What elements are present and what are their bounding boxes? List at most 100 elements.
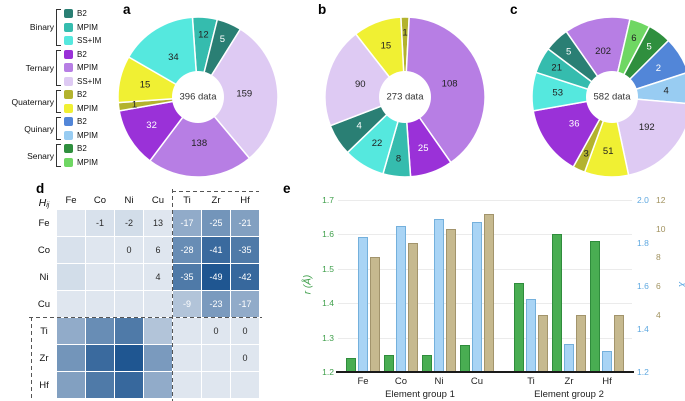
heatmap-col-header-zr: Zr — [211, 195, 221, 206]
bar-χ-cu — [472, 221, 482, 372]
legend-group-binary: Binary B2 MPIM SS+IM — [2, 7, 101, 48]
bar-χ-zr — [564, 344, 574, 372]
legend-item: B2 — [64, 115, 98, 129]
bar-VEC-cu — [484, 214, 494, 372]
pie-b-center-label: 273 data — [387, 92, 425, 103]
heatmap-cell-ti-fe — [57, 318, 85, 344]
heatmap-cell-zr-fe — [57, 345, 85, 371]
legend-item-label: MPIM — [77, 63, 98, 73]
heatmap-row-header-co: Co — [37, 244, 51, 256]
heatmap-cell-ti-ti — [173, 318, 201, 344]
legend-group-ternary: Ternary B2 MPIM SS+IM — [2, 48, 101, 89]
panel-label-a: a — [123, 2, 131, 17]
heatmap-cell-ni-ni — [115, 264, 143, 290]
heatmap-cell-hf-ti — [173, 372, 201, 398]
heatmap-cell-zr-ni — [115, 345, 143, 371]
heatmap-cell-cu-zr: -23 — [202, 291, 230, 317]
heatmap-dashed-bottom-left — [31, 317, 32, 398]
heatmap-col-header-ti: Ti — [183, 195, 191, 206]
legend-items: B2 MPIM — [64, 88, 98, 115]
legend-swatch-binary_b2 — [64, 9, 73, 19]
pie-a-segment-label: 34 — [168, 52, 179, 63]
legend-bracket — [56, 90, 61, 113]
bar-VEC-hf — [614, 314, 624, 372]
heatmap-row-header-zr: Zr — [39, 352, 49, 364]
pie-a-segment-label: 5 — [220, 34, 225, 45]
heatmap-cell-ti-ni — [115, 318, 143, 344]
legend-item-label: MPIM — [77, 130, 98, 140]
legend-item-label: B2 — [77, 117, 87, 127]
legend-swatch-senary_mpim — [64, 157, 73, 167]
legend-group-senary: Senary B2 MPIM — [2, 142, 101, 169]
y-tick-r: 1.2 — [322, 367, 334, 377]
legend-item: MPIM — [64, 129, 98, 143]
pie-a-segment-label: 138 — [191, 138, 207, 149]
bar-VEC-fe — [370, 257, 380, 372]
legend-item: MPIM — [64, 102, 98, 116]
x-tick-label-cu: Cu — [470, 376, 484, 387]
heatmap-cell-fe-cu: 13 — [144, 210, 172, 236]
legend-item-label: B2 — [77, 90, 87, 100]
heatmap-cell-ni-zr: -49 — [202, 264, 230, 290]
x-tick-label-zr: Zr — [564, 376, 574, 387]
bar-VEC-co — [408, 243, 418, 372]
pie-b-segment-label: 22 — [372, 138, 383, 149]
heatmap-cell-fe-co: -1 — [86, 210, 114, 236]
legend-group-label: Quinary — [24, 123, 54, 134]
heatmap-cell-hf-fe — [57, 372, 85, 398]
x-group-label-2: Element group 2 — [534, 389, 604, 400]
heatmap-cell-hf-co — [86, 372, 114, 398]
heatmap-cell-zr-zr — [202, 345, 230, 371]
legend-item-label: MPIM — [77, 22, 98, 32]
y-tick-chi: 1.2 — [637, 367, 649, 377]
y-tick-r: 1.6 — [322, 229, 334, 240]
legend-swatch-quinary_mpim — [64, 130, 73, 140]
pie-c-segment-label: 6 — [631, 33, 636, 44]
legend-swatch-quaternary_mpim — [64, 103, 73, 113]
legend-swatch-quinary_b2 — [64, 117, 73, 127]
pie-a-segment-binary_ssim — [127, 16, 199, 99]
heatmap-row-header-fe: Fe — [38, 217, 50, 229]
legend-group-label: Ternary — [25, 62, 54, 73]
x-axis-line — [336, 371, 634, 373]
y-tick-r: 1.3 — [322, 332, 334, 343]
pie-b-segment-label: 25 — [418, 143, 429, 154]
heatmap-cell-fe-ni: -2 — [115, 210, 143, 236]
heatmap-cell-zr-cu — [144, 345, 172, 371]
heatmap-row-header-ni: Ni — [39, 271, 49, 283]
y-tick-chi: 1.6 — [637, 281, 649, 291]
heatmap-col-header-cu: Cu — [151, 195, 165, 206]
legend-item-label: SS+IM — [77, 36, 102, 46]
bar-r-ni — [422, 354, 432, 372]
pie-a-segment-label: 159 — [236, 88, 252, 99]
legend-swatch-ternary_b2 — [64, 49, 73, 59]
pie-a-segment-label: 15 — [140, 79, 151, 90]
heatmap-cell-fe-hf: -21 — [231, 210, 259, 236]
pie-a-hole — [172, 71, 224, 123]
heatmap-cell-zr-co — [86, 345, 114, 371]
phase-legend: Binary B2 MPIM SS+IM Ternary B2 MPIM SS+IM Quate… — [2, 7, 101, 169]
pie-c-center-label: 582 data — [594, 92, 632, 103]
pie-c-hole — [586, 71, 638, 123]
heatmap-cell-co-ni: 0 — [115, 237, 143, 263]
y-tick-vec: 8 — [656, 252, 661, 263]
y-tick-chi: 2.0 — [637, 195, 649, 205]
heatmap-title-sub: ij — [46, 202, 50, 209]
heatmap-row-header-cu: Cu — [37, 298, 51, 310]
heatmap-cell-zr-ti — [173, 345, 201, 371]
legend-swatch-binary_ssim — [64, 36, 73, 46]
pie-a-segment-label: 1 — [132, 99, 137, 110]
heatmap-cell-ti-zr: 0 — [202, 318, 230, 344]
legend-item-label: MPIM — [77, 103, 98, 113]
x-tick-label-ti: Ti — [527, 376, 535, 387]
heatmap-col-header-co: Co — [93, 195, 107, 206]
y-tick-chi: 1.8 — [637, 238, 649, 248]
heatmap-cell-hf-ni — [115, 372, 143, 398]
y-tick-vec: 12 — [656, 195, 666, 205]
heatmap-col-header-ni: Ni — [124, 195, 134, 206]
legend-items: B2 MPIM — [64, 115, 98, 142]
heatmap-cell-cu-co — [86, 291, 114, 317]
bar-VEC-ti — [538, 314, 548, 372]
legend-item: SS+IM — [64, 75, 101, 89]
